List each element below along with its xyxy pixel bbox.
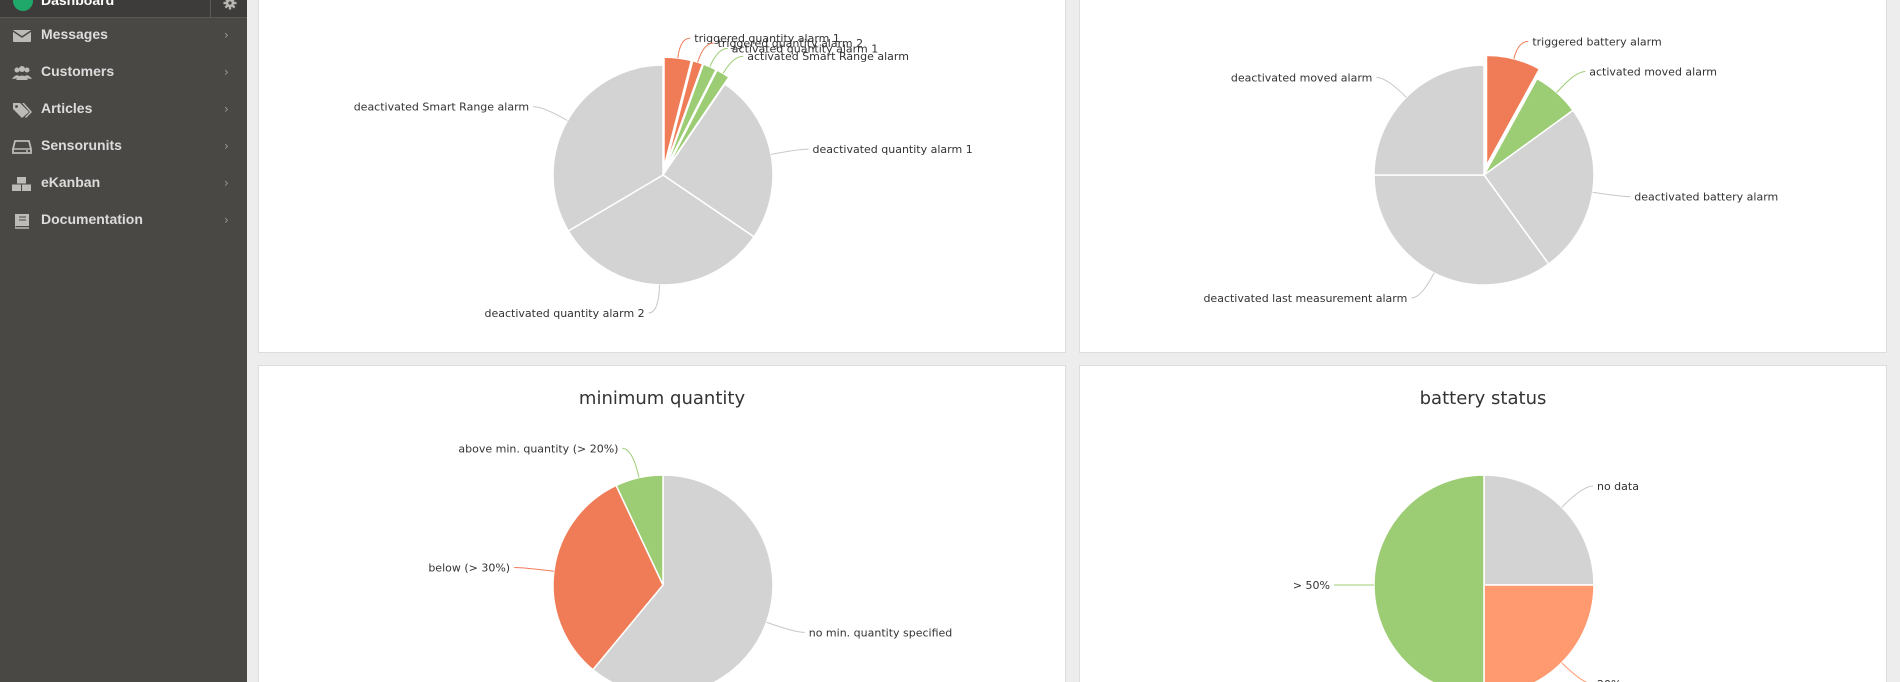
pie-connector [1376,76,1407,98]
chart-panel-alarms-quantity: triggered quantity alarm 1 triggered quan… [258,0,1066,353]
pie-connector [766,621,805,633]
hdd-icon [12,140,32,154]
pie-connector [1556,70,1586,93]
pie-connector [514,566,554,572]
sidebar-item-label: Customers [41,63,115,79]
sidebar-item-ekanban[interactable]: eKanban › [0,166,247,202]
pie-connector [677,37,691,58]
chart-title: minimum quantity [578,388,746,409]
book-icon [15,214,29,229]
pie-chart-battery-alarms: triggered battery alarm activated moved a… [1203,35,1778,305]
envelope-icon [12,30,32,42]
pie-connector [697,42,714,63]
chevron-right-icon: › [224,65,229,79]
sidebar-item-documentation[interactable]: Documentation › [0,203,247,239]
pie-label-triggered-battery-alarm: triggered battery alarm [1532,35,1661,48]
pie-label-deactivated-last-measurement-alarm: deactivated last measurement alarm [1203,292,1407,305]
pie-connector [722,55,744,74]
pie-connector [622,447,640,478]
pie-connector [1513,40,1529,59]
pie-slice-triggered-quantity-alarm-2[interactable] [664,59,704,168]
pie-slice-activated-quantity-alarm-1[interactable] [665,63,718,168]
pie-label-triggered-quantity-alarm-2: triggered quantity alarm 2 [718,37,864,50]
dashboard-icon [13,0,33,11]
pie-connector [533,106,568,121]
pie-label-below-30: below (> 30%) [428,561,510,574]
pie-connector [1561,485,1594,508]
chevron-right-icon: › [224,102,229,116]
pie-slice-50[interactable] [1373,474,1485,682]
pie-label-deactivated-battery-alarm: deactivated battery alarm [1634,191,1778,204]
pie-connector [648,284,661,314]
sidebar-item-sensorunits[interactable]: Sensorunits › [0,129,247,165]
chevron-right-icon: › [224,213,229,227]
sidebar-item-label: Messages [41,26,108,42]
chevron-right-icon: › [224,176,229,190]
pie-label-no-min-quantity-specified: no min. quantity specified [809,626,953,639]
pie-connector [1411,272,1435,299]
sidebar-item-label: Articles [41,100,93,116]
pie-label-triggered-quantity-alarm-1: triggered quantity alarm 1 [694,32,840,45]
sidebar-item-label: eKanban [41,174,101,190]
cubes-icon [12,177,31,191]
gear-icon [223,0,237,10]
settings-button[interactable] [210,0,247,18]
pie-label-no-data: no data [1597,480,1639,493]
pie-slice-no-data[interactable] [1483,474,1595,586]
pie-label-deactivated-moved-alarm: deactivated moved alarm [1231,71,1373,84]
pie-connector [1592,191,1631,198]
sidebar-item-label: Dashboard [41,0,115,8]
pie-label-deactivated-quantity-alarm-2: deactivated quantity alarm 2 [485,307,645,320]
sidebar-item-label: Documentation [41,211,143,227]
tags-icon [13,103,32,118]
chevron-right-icon: › [224,139,229,153]
pie-slice-20[interactable] [1483,584,1595,682]
pie-slice-deactivated-battery-alarm[interactable] [1482,109,1595,266]
sidebar-item-messages[interactable]: Messages › [0,18,247,54]
pie-slice-triggered-battery-alarm[interactable] [1485,54,1541,166]
pie-slice-deactivated-quantity-alarm-1[interactable] [661,82,774,238]
pie-connector [770,148,809,155]
pie-label-20: 20% [1597,678,1621,682]
pie-slice-deactivated-last-measurement-alarm[interactable] [1373,174,1550,286]
users-icon [12,66,32,80]
pie-connector [709,47,728,67]
sidebar-item-dashboard[interactable]: Dashboard [0,0,247,18]
pie-slice-activated-smart-range-alarm[interactable] [666,69,730,169]
pie-chart-battery-status: no data 20% > 50% [1293,474,1639,682]
pie-slice-no-min-quantity-specified[interactable] [591,474,774,682]
sidebar-item-customers[interactable]: Customers › [0,55,247,91]
pie-label-above-min-quantity-20: above min. quantity (> 20%) [458,442,618,455]
sidebar: Dashboard Messages › [0,0,247,682]
pie-label-deactivated-quantity-alarm-1: deactivated quantity alarm 1 [813,143,973,156]
chart-title: battery status [1419,388,1547,409]
sidebar-item-label: Sensorunits [41,137,122,153]
pie-label-activated-quantity-alarm-1: activated quantity alarm 1 [732,42,878,55]
pie-label-activated-smart-range-alarm: activated Smart Range alarm [747,50,909,63]
chevron-right-icon: › [224,28,229,42]
chart-panel-alarms-battery: triggered battery alarm activated moved a… [1079,0,1887,353]
chart-panel-minimum-quantity: minimum quantity no min. quantity specif… [258,365,1066,682]
pie-label-deactivated-smart-range-alarm: deactivated Smart Range alarm [354,101,529,114]
pie-slice-deactivated-smart-range-alarm[interactable] [552,64,664,233]
pie-chart-minimum-quantity: no min. quantity specified below (> 30%) a… [428,442,953,682]
pie-label-activated-moved-alarm: activated moved alarm [1589,65,1717,78]
sidebar-item-articles[interactable]: Articles › [0,92,247,128]
pie-connector [1561,662,1588,682]
pie-slice-deactivated-moved-alarm[interactable] [1373,64,1485,176]
chart-panel-battery-status: battery status no data 20% > 50% [1079,365,1887,682]
pie-label-50: > 50% [1293,579,1330,592]
